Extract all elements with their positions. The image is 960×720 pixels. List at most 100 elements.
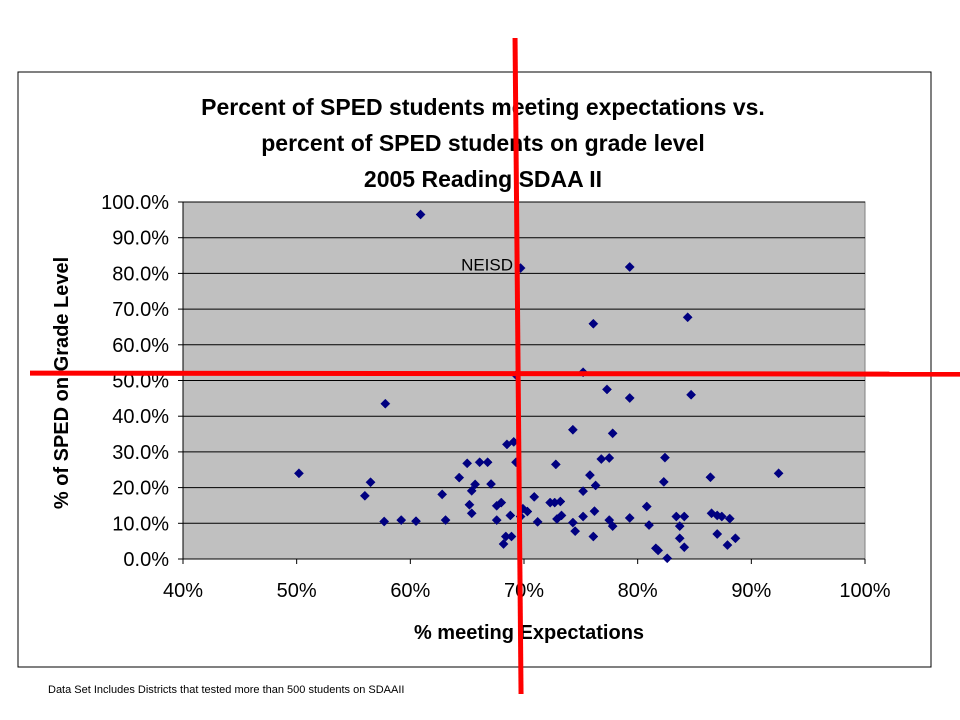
data-point xyxy=(454,472,465,483)
data-point xyxy=(607,521,618,532)
y-tick-label: 30.0% xyxy=(112,442,169,464)
data-point xyxy=(671,511,682,522)
y-tick-label: 20.0% xyxy=(112,478,169,500)
x-tick-label: 90% xyxy=(731,580,771,602)
data-point xyxy=(415,209,426,220)
y-tick-label: 80.0% xyxy=(112,263,169,285)
data-point xyxy=(482,457,493,468)
data-point xyxy=(567,517,578,528)
data-point xyxy=(437,489,448,500)
x-tick-label: 100% xyxy=(839,580,890,602)
data-point xyxy=(624,393,635,403)
x-tick-label: 60% xyxy=(390,580,430,602)
y-tick-label: 0.0% xyxy=(123,549,169,571)
gridlines xyxy=(178,201,866,564)
data-point xyxy=(359,490,370,501)
data-point xyxy=(724,513,735,524)
neisd-annotation: NEISD xyxy=(461,255,513,274)
data-point xyxy=(662,553,673,564)
data-point xyxy=(602,384,612,395)
data-point xyxy=(529,491,540,502)
y-tick-label: 70.0% xyxy=(112,299,169,321)
data-point xyxy=(506,531,517,542)
data-point xyxy=(584,470,595,481)
data-point xyxy=(705,472,716,483)
data-point xyxy=(712,529,723,539)
axes xyxy=(182,202,865,560)
data-point xyxy=(379,516,390,527)
data-point xyxy=(365,477,376,488)
data-point xyxy=(498,539,509,549)
data-point xyxy=(588,531,599,542)
data-point xyxy=(679,542,690,553)
data-point xyxy=(773,468,784,479)
y-tick-label: 60.0% xyxy=(112,335,169,357)
data-point xyxy=(679,511,690,522)
data-point xyxy=(464,499,475,510)
data-point xyxy=(604,453,615,463)
data-point xyxy=(659,452,670,463)
data-point xyxy=(532,516,543,527)
data-point xyxy=(641,501,652,512)
data-point xyxy=(486,479,496,489)
data-point xyxy=(474,457,485,468)
data-point xyxy=(644,520,654,531)
y-tick-label: 90.0% xyxy=(112,228,169,250)
data-point xyxy=(567,424,578,435)
data-point xyxy=(588,318,599,329)
reference-line-vertical xyxy=(512,37,524,695)
data-point xyxy=(607,428,618,439)
x-tick-label: 40% xyxy=(163,580,203,602)
y-tick-label: 40.0% xyxy=(112,406,169,428)
footnote: Data Set Includes Districts that tested … xyxy=(48,684,405,696)
chart-title-line-3: 2005 Reading SDAA II xyxy=(364,166,602,192)
data-point xyxy=(624,262,635,272)
y-tick-labels: 0.0% 10.0% 20.0% 30.0% 40.0% 50.0% 60.0% 70.0% 8… xyxy=(101,192,169,571)
y-axis-label: % of SPED on Grade Level xyxy=(51,257,73,509)
data-point xyxy=(522,506,533,517)
data-point xyxy=(466,508,477,519)
data-point xyxy=(411,516,421,527)
data-point xyxy=(658,476,669,487)
data-point xyxy=(293,468,304,479)
y-tick-label: 50.0% xyxy=(112,371,169,393)
data-point xyxy=(578,511,589,522)
data-point xyxy=(682,312,693,323)
data-point xyxy=(496,497,507,508)
x-axis-label: % meeting Expectations xyxy=(414,622,644,644)
data-point xyxy=(596,454,607,464)
chart-title-line-1: Percent of SPED students meeting expecta… xyxy=(201,94,765,120)
data-point xyxy=(706,508,717,519)
data-point xyxy=(556,510,567,521)
data-point xyxy=(380,398,391,409)
data-point xyxy=(722,540,733,551)
data-point xyxy=(716,511,727,522)
data-point xyxy=(440,515,451,526)
data-point xyxy=(550,459,561,470)
x-tick-label: 50% xyxy=(277,580,317,602)
data-point xyxy=(624,512,635,523)
data-point xyxy=(505,510,516,521)
data-point xyxy=(674,521,685,532)
data-point xyxy=(653,545,664,556)
data-point xyxy=(396,515,407,526)
data-point xyxy=(578,486,589,497)
chart-title-line-2: percent of SPED students on grade level xyxy=(261,130,705,156)
reference-line-horizontal xyxy=(29,370,960,377)
y-tick-label: 10.0% xyxy=(112,513,169,535)
data-point xyxy=(555,496,566,507)
y-tick-label: 100.0% xyxy=(101,192,169,214)
data-point xyxy=(686,389,697,400)
data-point xyxy=(590,480,601,491)
data-point xyxy=(491,515,502,526)
x-tick-label: 80% xyxy=(618,580,658,602)
data-point xyxy=(570,526,581,537)
data-point xyxy=(470,479,481,490)
x-tick-labels: 40% 50% 60% 70% 80% 90% 100% xyxy=(163,580,891,602)
data-point xyxy=(730,533,741,544)
x-tick-label: 70% xyxy=(504,580,544,602)
data-point xyxy=(589,506,600,517)
data-point xyxy=(674,533,685,544)
data-point xyxy=(462,458,473,469)
